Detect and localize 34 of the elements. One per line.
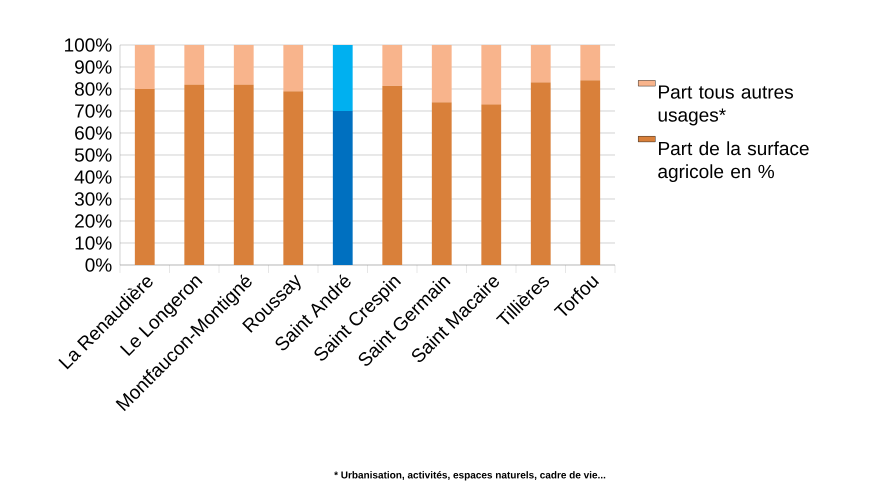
y-tick-label: 0% [85, 258, 112, 272]
bar [530, 82, 551, 265]
bar [580, 80, 600, 265]
bar [530, 44, 551, 82]
y-tick-label: 30% [74, 192, 112, 206]
bar [481, 44, 502, 104]
y-tick-label: 90% [75, 60, 112, 74]
bar [332, 110, 353, 265]
y-tick-label: 60% [75, 126, 112, 140]
bar [283, 44, 304, 92]
legend-label: Part de la surface agricole en % [658, 141, 809, 182]
bar [184, 84, 204, 265]
legend-label: Part tous autres usages* [658, 85, 793, 126]
bar [382, 44, 402, 86]
y-tick-label: 100% [65, 38, 112, 52]
bar [134, 44, 155, 89]
bar [382, 86, 402, 265]
bar [481, 104, 502, 265]
bar [580, 44, 600, 80]
y-tick-label: 50% [74, 148, 112, 162]
bar [184, 44, 204, 85]
bar [283, 91, 304, 265]
text: * Urbanisation, activités, espaces naturels, cadre de vie... [334, 471, 606, 480]
bar [432, 102, 452, 265]
bar [234, 84, 254, 265]
y-tick-label: 10% [76, 236, 112, 250]
y-tick-label: 70% [75, 104, 112, 118]
y-tick-label: 40% [74, 170, 112, 184]
bar [134, 88, 155, 265]
bar [332, 44, 353, 111]
bar [432, 44, 452, 102]
y-tick-label: 20% [75, 214, 112, 228]
bar [234, 44, 254, 85]
y-tick-label: 80% [75, 82, 112, 96]
